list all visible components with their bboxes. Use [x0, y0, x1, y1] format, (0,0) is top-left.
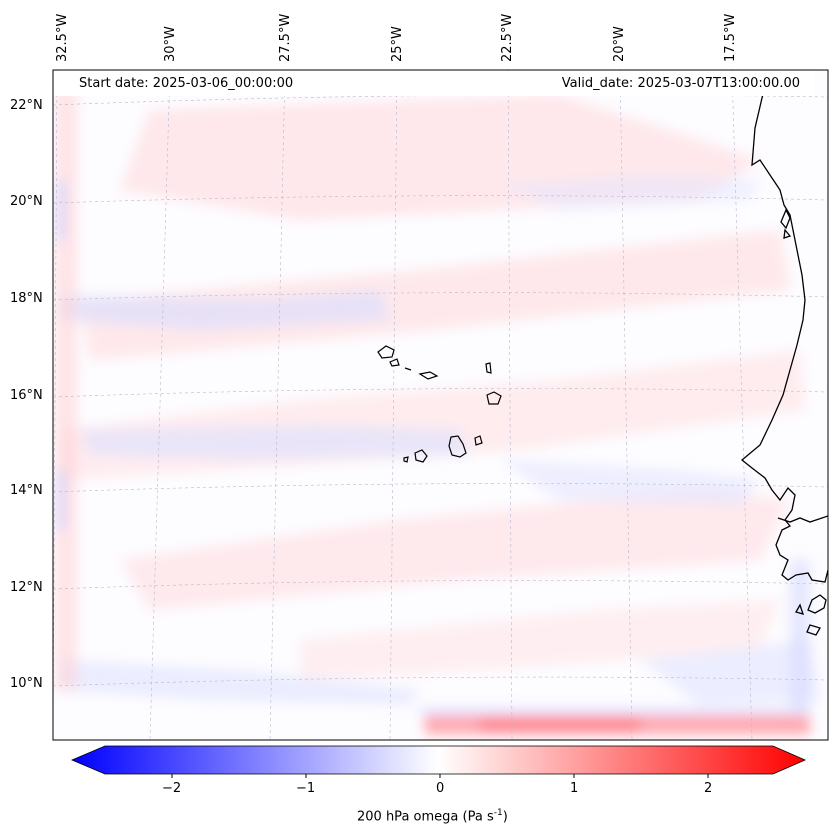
cape-verde-islands: [377, 345, 502, 463]
colorbar: [70, 745, 806, 778]
coastline: [740, 74, 828, 636]
header-band: [54, 71, 814, 96]
lat-label: 14°N: [10, 483, 43, 498]
graticule: [53, 70, 828, 740]
lon-label: 22.5°W: [500, 13, 515, 62]
valid-date-label: Valid_date: 2025-03-07T13:00:00.00: [561, 76, 800, 91]
colorbar-tick-label: 2: [704, 781, 713, 796]
colorbar-tick-label: −1: [296, 781, 316, 796]
colorbar-ticks: [171, 774, 709, 778]
lon-label: 30°W: [163, 26, 178, 62]
colorbar-tick-label: 0: [436, 781, 445, 796]
lon-label: 27.5°W: [278, 13, 293, 62]
lat-label: 12°N: [10, 580, 43, 595]
omega-field: [55, 90, 820, 734]
lon-label: 32.5°W: [55, 13, 70, 62]
colorbar-tick-label: 1: [570, 781, 579, 796]
lat-label: 22°N: [10, 98, 43, 113]
colorbar-title: 200 hPa omega (Pa s-1): [357, 808, 508, 825]
lat-label: 16°N: [10, 388, 43, 403]
lat-label: 20°N: [10, 194, 43, 209]
variable-name: 200 hPa omega: [357, 809, 459, 825]
lon-label: 25°W: [390, 26, 405, 62]
colorbar-tick-label: −2: [162, 781, 182, 796]
lat-label: 10°N: [10, 676, 43, 691]
lon-label: 17.5°W: [723, 13, 738, 62]
lat-label: 18°N: [10, 291, 43, 306]
start-date-label: Start date: 2025-03-06_00:00:00: [79, 76, 294, 91]
units: Pa s: [467, 809, 494, 825]
lon-label: 20°W: [612, 26, 627, 62]
map-area: [52, 69, 829, 741]
units-exponent: -1: [493, 808, 503, 818]
